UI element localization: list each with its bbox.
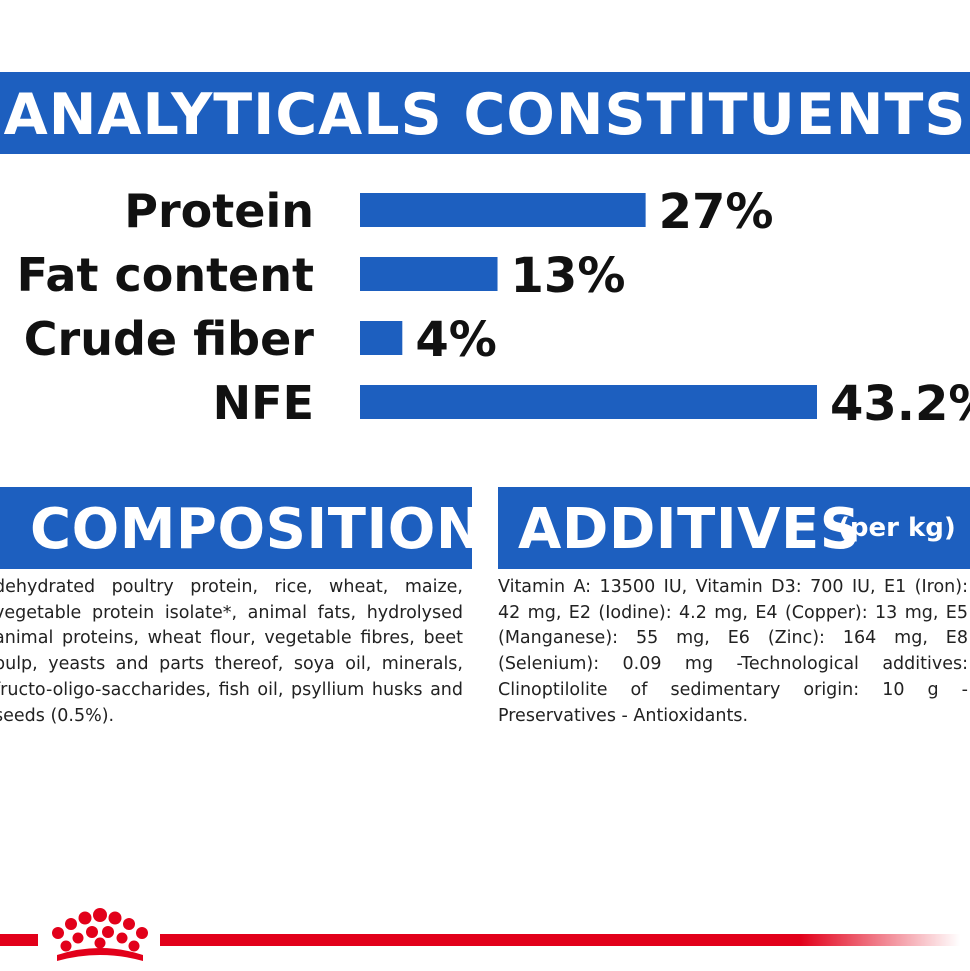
value-label: 4% <box>415 312 497 368</box>
bar <box>360 385 817 419</box>
title-band: ANALYTICALS CONSTITUENTS <box>0 72 970 154</box>
composition-text: dehydrated poultry protein, rice, wheat,… <box>0 577 463 726</box>
additives-text: Vitamin A: 13500 IU, Vitamin D3: 700 IU,… <box>498 577 968 726</box>
additives-unit: (per kg) <box>838 513 956 543</box>
category-label: Fat content <box>17 248 314 302</box>
footer-stripe-left <box>0 934 38 946</box>
value-label: 27% <box>659 184 774 240</box>
bar <box>360 193 646 227</box>
category-label: Protein <box>124 184 314 238</box>
value-label: 13% <box>511 248 626 304</box>
bar <box>360 257 498 291</box>
royal-canin-crown-icon <box>52 908 148 961</box>
additives-title: ADDITIVES <box>518 497 861 562</box>
composition-title: COMPOSITION <box>30 497 472 562</box>
bar <box>360 321 403 355</box>
category-label: NFE <box>213 376 314 430</box>
value-label: 43.2% <box>830 376 970 432</box>
category-label: Crude fiber <box>24 312 315 366</box>
additives-band: ADDITIVES (per kg) <box>498 487 970 569</box>
footer-stripe <box>160 934 960 946</box>
page-title: ANALYTICALS CONSTITUENTS <box>3 82 967 148</box>
constituents-chart: Protein 27% Fat content 13% Crude fiber 4% NFE… <box>17 184 970 432</box>
composition-band: COMPOSITION <box>0 487 472 569</box>
